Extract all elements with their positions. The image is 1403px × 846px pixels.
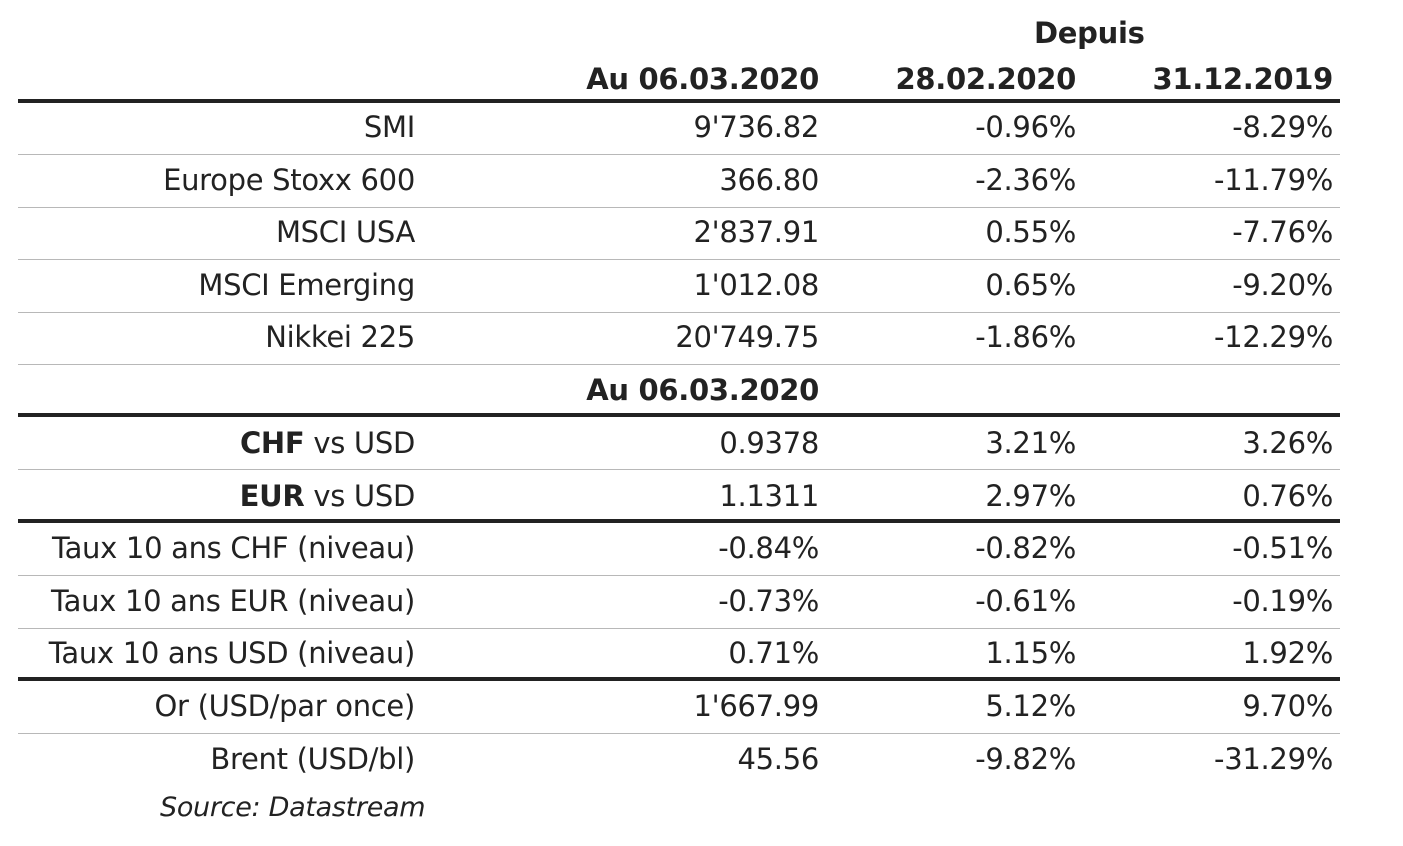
row-divider bbox=[18, 364, 1340, 365]
row-value: 0.71% bbox=[728, 636, 819, 670]
row-divider bbox=[18, 628, 1340, 629]
row-value: 1.1311 bbox=[719, 479, 819, 513]
row-value: 2'837.91 bbox=[693, 215, 820, 249]
row-since-2: -9.20% bbox=[1232, 268, 1333, 302]
row-label: Taux 10 ans EUR (niveau) bbox=[51, 584, 415, 618]
row-value: -0.84% bbox=[718, 531, 819, 565]
row-since-1: 0.65% bbox=[985, 268, 1076, 302]
row-since-1: 2.97% bbox=[985, 479, 1076, 513]
section-rule bbox=[18, 519, 1340, 523]
row-label: Nikkei 225 bbox=[265, 320, 415, 354]
currency-code: CHF bbox=[239, 426, 305, 460]
row-divider bbox=[18, 575, 1340, 576]
row-since-1: -0.96% bbox=[975, 110, 1076, 144]
row-since-2: 3.26% bbox=[1242, 426, 1333, 460]
section-rule bbox=[18, 413, 1340, 417]
row-value: 45.56 bbox=[737, 742, 819, 776]
row-divider bbox=[18, 469, 1340, 470]
row-value: 1'667.99 bbox=[693, 689, 820, 723]
row-since-1: 5.12% bbox=[985, 689, 1076, 723]
section-rule bbox=[18, 677, 1340, 681]
source-note: Source: Datastream bbox=[160, 792, 426, 823]
row-label: CHF vs USD bbox=[240, 426, 415, 460]
row-since-1: -0.61% bbox=[975, 584, 1076, 618]
currency-code: EUR bbox=[239, 479, 305, 513]
row-value: 366.80 bbox=[719, 163, 819, 197]
row-since-1: 1.15% bbox=[985, 636, 1076, 670]
row-label: Taux 10 ans USD (niveau) bbox=[48, 636, 416, 670]
row-divider bbox=[18, 154, 1340, 155]
row-since-2: -12.29% bbox=[1214, 320, 1333, 354]
row-label: EUR vs USD bbox=[239, 479, 416, 513]
row-value: 20'749.75 bbox=[675, 320, 819, 354]
row-divider bbox=[18, 312, 1340, 313]
row-since-2: -31.29% bbox=[1214, 742, 1333, 776]
header-rule bbox=[18, 99, 1340, 103]
row-divider bbox=[18, 259, 1340, 260]
header-col-since-1: 28.02.2020 bbox=[895, 62, 1077, 96]
row-since-2: 1.92% bbox=[1242, 636, 1333, 670]
row-label: MSCI USA bbox=[275, 215, 415, 249]
row-label: Europe Stoxx 600 bbox=[163, 163, 415, 197]
row-since-2: -11.79% bbox=[1214, 163, 1333, 197]
row-value: 0.9378 bbox=[719, 426, 819, 460]
header-col-since-2: 31.12.2019 bbox=[1152, 62, 1334, 96]
row-value: 1'012.08 bbox=[693, 268, 820, 302]
row-since-2: 0.76% bbox=[1242, 479, 1333, 513]
currency-suffix: vs USD bbox=[304, 426, 415, 460]
row-value: -0.73% bbox=[718, 584, 819, 618]
row-label: MSCI Emerging bbox=[198, 268, 415, 302]
row-since-1: 0.55% bbox=[985, 215, 1076, 249]
row-divider bbox=[18, 733, 1340, 734]
row-label: Taux 10 ans CHF (niveau) bbox=[51, 531, 415, 565]
row-since-1: -2.36% bbox=[975, 163, 1076, 197]
section-header: Au 06.03.2020 bbox=[586, 373, 819, 407]
row-since-1: -9.82% bbox=[975, 742, 1076, 776]
row-value: 9'736.82 bbox=[693, 110, 820, 144]
header-col-value: Au 06.03.2020 bbox=[586, 62, 819, 96]
row-since-2: -7.76% bbox=[1232, 215, 1333, 249]
row-since-1: -1.86% bbox=[975, 320, 1076, 354]
row-label: Brent (USD/bl) bbox=[210, 742, 415, 776]
row-since-2: -0.19% bbox=[1232, 584, 1333, 618]
row-label: SMI bbox=[363, 110, 415, 144]
row-since-1: 3.21% bbox=[985, 426, 1076, 460]
row-since-2: -0.51% bbox=[1232, 531, 1333, 565]
currency-suffix: vs USD bbox=[304, 479, 415, 513]
row-since-2: 9.70% bbox=[1242, 689, 1333, 723]
row-since-2: -8.29% bbox=[1232, 110, 1333, 144]
row-label: Or (USD/par once) bbox=[154, 689, 416, 723]
row-since-1: -0.82% bbox=[975, 531, 1076, 565]
row-divider bbox=[18, 207, 1340, 208]
header-depuis: Depuis bbox=[1034, 16, 1145, 50]
